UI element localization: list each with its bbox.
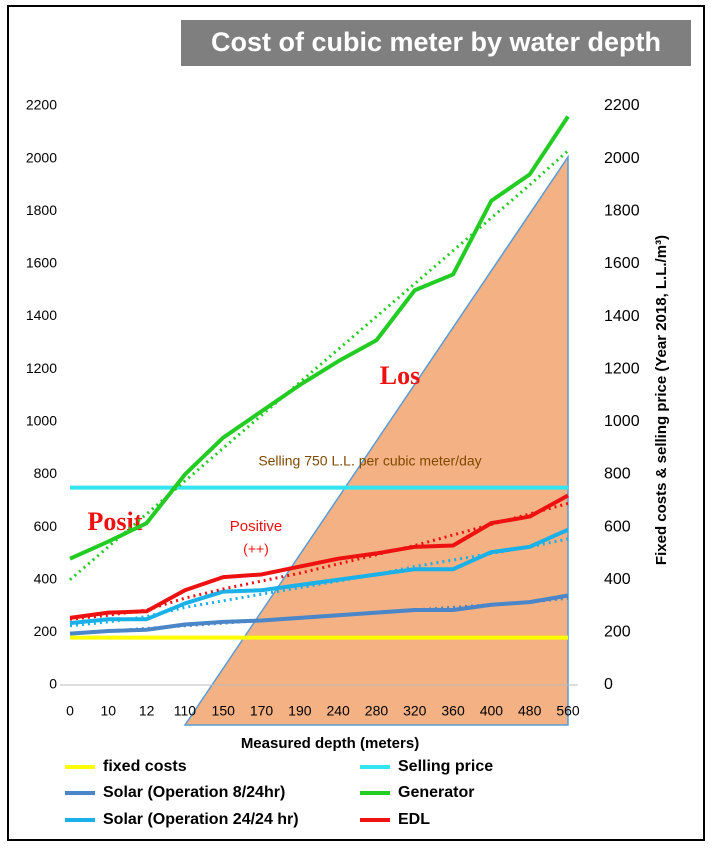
- annotation: Los: [380, 361, 420, 390]
- x-tick-label: 12: [139, 703, 155, 719]
- loss-area: [183, 154, 569, 726]
- legend-label: Generator: [398, 784, 474, 801]
- legend-label: fixed costs: [103, 758, 187, 775]
- x-tick-label: 560: [556, 703, 580, 719]
- y2-tick-label: 800: [604, 466, 631, 483]
- x-axis-title: Measured depth (meters): [241, 735, 419, 752]
- trend-line: [69, 149, 569, 581]
- y-tick-label: 1200: [26, 360, 57, 376]
- x-tick-label: 110: [174, 703, 197, 719]
- x-tick-label: 0: [66, 703, 74, 719]
- y-tick-label: 2200: [26, 97, 57, 113]
- y2-tick-label: 1400: [604, 308, 640, 325]
- x-tick-label: 190: [288, 703, 312, 719]
- frame: [7, 5, 705, 841]
- x-tick-label: 280: [365, 703, 389, 719]
- trend-line: [69, 537, 569, 628]
- x-tick-label: 360: [441, 703, 465, 719]
- x-tick-label: 10: [101, 703, 117, 719]
- legend-label: EDL: [398, 811, 430, 828]
- x-tick-label: 150: [212, 703, 236, 719]
- y2-tick-label: 1000: [604, 413, 640, 430]
- x-tick-label: 480: [518, 703, 542, 719]
- chart-title: Cost of cubic meter by water depth: [211, 27, 661, 57]
- y2-tick-label: 600: [604, 518, 631, 535]
- series-line: [69, 493, 569, 620]
- y-tick-label: 0: [49, 676, 57, 692]
- y-tick-label: 800: [34, 465, 58, 481]
- y2-tick-label: 2200: [604, 97, 640, 114]
- y2-tick-label: 400: [604, 571, 631, 588]
- annotation: Posit: [88, 507, 143, 536]
- y2-tick-label: 1600: [604, 255, 640, 272]
- legend-label: Solar (Operation 24/24 hr): [103, 811, 299, 828]
- y2-tick-label: 1800: [604, 202, 640, 219]
- y-tick-label: 1400: [26, 307, 57, 323]
- legend-label: Selling price: [398, 758, 493, 775]
- y2-tick-label: 2000: [604, 150, 640, 167]
- y-tick-label: 1600: [26, 255, 57, 271]
- y-tick-label: 1000: [26, 413, 57, 429]
- annotation: Selling 750 L.L. per cubic meter/day: [258, 453, 481, 469]
- trend-line: [69, 596, 569, 636]
- x-tick-label: 240: [326, 703, 350, 719]
- y-tick-label: 400: [34, 570, 58, 586]
- legend-label: Solar (Operation 8/24hr): [103, 784, 285, 801]
- y2-axis-title: Fixed costs & selling price (Year 2018, …: [653, 235, 670, 565]
- x-tick-label: 400: [480, 703, 504, 719]
- annotation: (++): [243, 541, 269, 557]
- title-box: [181, 20, 691, 66]
- y-tick-label: 2000: [26, 149, 57, 165]
- x-tick-label: 320: [403, 703, 427, 719]
- y2-tick-label: 1200: [604, 360, 640, 377]
- annotation: Positive: [230, 518, 283, 535]
- series-line: [69, 115, 570, 561]
- y-tick-label: 600: [34, 518, 58, 534]
- y-tick-label: 200: [34, 623, 58, 639]
- x-tick-label: 170: [250, 703, 274, 719]
- y2-tick-label: 0: [604, 676, 613, 693]
- y-tick-label: 1800: [26, 202, 57, 218]
- y2-tick-label: 200: [604, 624, 631, 641]
